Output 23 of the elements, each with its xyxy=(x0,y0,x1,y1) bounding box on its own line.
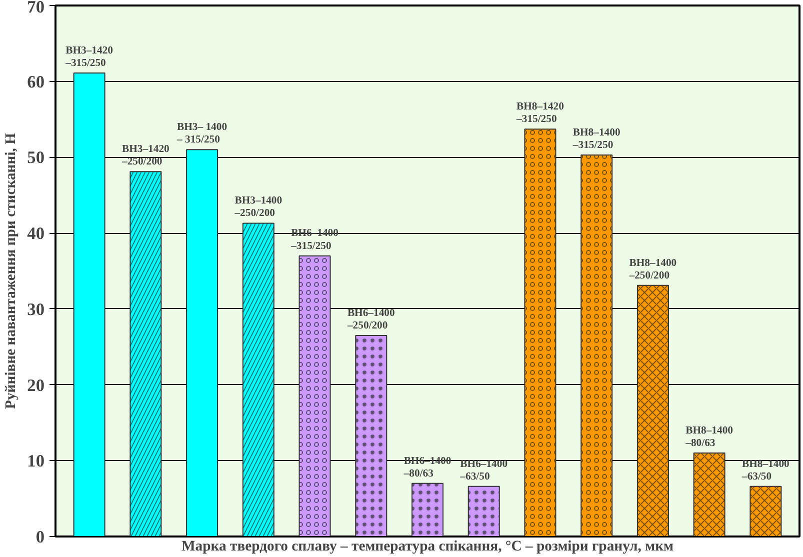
bar xyxy=(186,149,218,536)
y-tick-label: 70 xyxy=(27,0,44,16)
data-label: ВН3–1400 –250/200 xyxy=(234,196,282,220)
y-tick-label: 40 xyxy=(27,224,44,244)
y-tick-label: 30 xyxy=(27,300,44,319)
y-axis-title: Руйнівне навантаження при стисканні, Н xyxy=(3,132,20,409)
bar xyxy=(73,72,106,536)
data-label: ВН3– 1400 – 315/250 xyxy=(176,122,228,146)
data-label: ВН6–1400 –63/50 xyxy=(459,458,508,482)
y-tick-label: 10 xyxy=(27,452,44,471)
data-label: ВН3–1420 –250/200 xyxy=(121,144,170,168)
x-axis-title: Марка твердого сплаву – температура спікання, °С – розміри гранул, мкм xyxy=(181,538,674,554)
data-label: ВН8–1400 –80/63 xyxy=(684,425,734,450)
data-label: ВН8–1400 –315/250 xyxy=(572,127,620,151)
data-label: ВН6–1400 –250/200 xyxy=(346,308,395,332)
data-label: ВН3–1420 –315/250 xyxy=(64,45,114,70)
y-tick-label: 50 xyxy=(27,148,44,168)
y-tick-label: 20 xyxy=(27,376,44,395)
data-label: ВН8–1400 –63/50 xyxy=(741,458,790,482)
y-tick-label: 60 xyxy=(27,72,44,92)
data-label: ВН8–1420 –315/250 xyxy=(516,101,564,126)
y-tick-label: 0 xyxy=(36,528,45,546)
data-label: ВН8–1400 –250/200 xyxy=(628,258,677,282)
